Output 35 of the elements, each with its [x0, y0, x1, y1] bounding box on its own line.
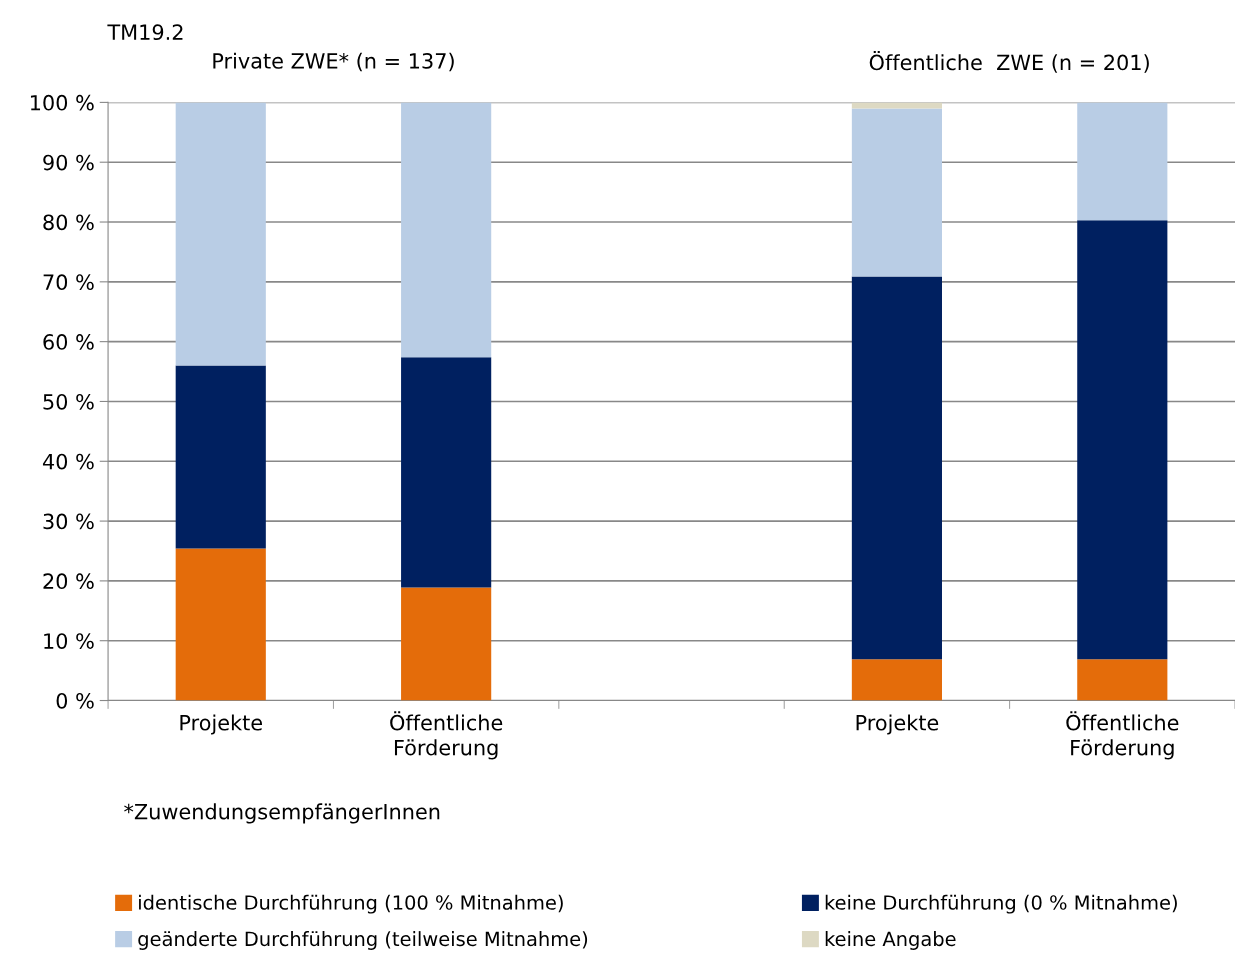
legend-label: identische Durchführung (100 % Mitnahme)	[139, 894, 563, 914]
bar	[175, 365, 266, 549]
bar	[1077, 220, 1168, 660]
bar	[851, 276, 942, 660]
bar	[1077, 102, 1168, 221]
legend-label: geänderte Durchführung (teilweise Mitnahme)	[138, 931, 588, 950]
x-tick-label: Projekte	[180, 714, 262, 735]
bar	[401, 587, 492, 701]
text: *ZuwendungsempfängerInnen	[124, 803, 440, 824]
legend-label: keine Angabe	[825, 931, 956, 950]
bar	[175, 102, 266, 366]
text: Öffentliche ZWE (n = 201)	[869, 51, 1149, 73]
bar	[1077, 659, 1168, 701]
y-tick-label: 30 %	[43, 513, 94, 530]
y-tick-label: 80 %	[43, 214, 94, 231]
text: Private ZWE* (n = 137)	[213, 52, 454, 72]
y-tick-label: 70 %	[43, 274, 94, 291]
x-tick-label: Öffentliche Förderung	[1066, 711, 1179, 760]
x-tick-label: Projekte	[856, 714, 939, 735]
y-tick-label: 0 %	[56, 692, 94, 709]
bar	[175, 548, 266, 701]
y-tick-label: 10 %	[44, 633, 94, 649]
y-tick-label: 90 %	[43, 154, 94, 171]
legend-label: keine Durchführung (0 % Mitnahme)	[825, 894, 1177, 914]
x-tick-label: Öffentliche Förderung	[390, 711, 503, 760]
y-tick-label: 20 %	[43, 573, 94, 590]
bar	[851, 108, 942, 277]
y-tick-label: 40 %	[42, 453, 94, 470]
bar	[401, 102, 492, 358]
chart-title: TM19.2	[107, 24, 183, 41]
bar	[851, 659, 942, 701]
bar	[401, 357, 492, 588]
y-tick-label: 60 %	[43, 334, 94, 350]
y-tick-label: 100 %	[30, 94, 94, 111]
y-tick-label: 50 %	[43, 393, 94, 410]
